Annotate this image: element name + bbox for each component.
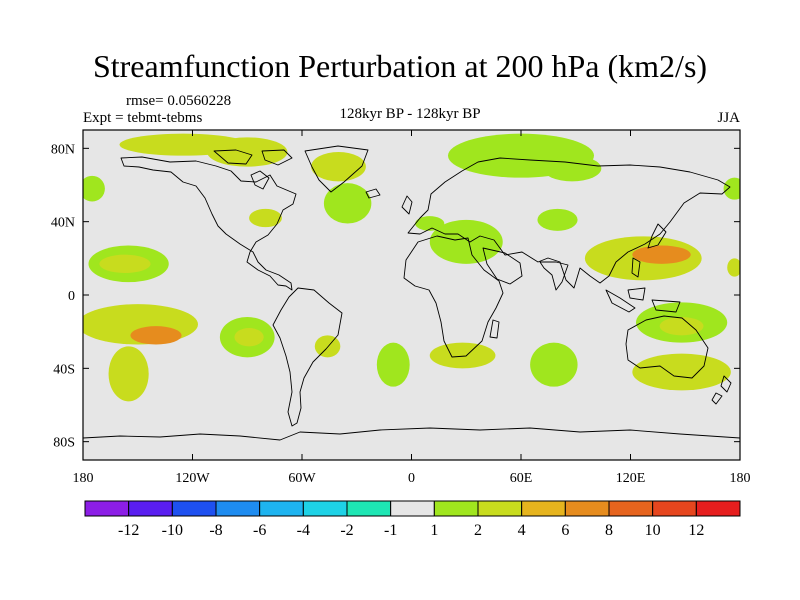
x-tick-label: 180 [73,471,94,486]
coast-japan [647,223,667,249]
anomaly-layer [83,133,740,402]
colorbar-swatch [477,500,523,517]
colorbar-swatch [171,500,217,517]
y-tick-label: 40N [51,216,75,231]
coast-arabia [482,247,523,285]
coast-hudson-bay [250,170,270,190]
x-tick-label: 60W [288,471,316,486]
colorbar-swatch [302,500,348,517]
coast-south-america [272,287,343,427]
colorbar-swatch [521,500,566,517]
coast-africa [403,235,504,358]
coast-eurasia [407,157,731,289]
anomaly-region-10 [415,216,445,231]
colorbar-swatch [346,500,392,517]
anomaly-region-20 [108,346,149,402]
anomaly-region-22 [234,328,264,347]
anomaly-region-12 [537,208,578,231]
colorbar-label: 6 [561,522,569,539]
x-tick-label: 60E [510,471,533,486]
colorbar-label: 10 [645,522,661,539]
colorbar-label: -2 [340,522,353,539]
coast-new-zealand [711,375,732,405]
colorbar-swatch [564,500,610,517]
colorbar-swatch [695,500,741,517]
anomaly-region-6 [83,175,105,202]
colorbar-swatch [215,500,261,517]
anomaly-region-14 [632,245,691,264]
colorbar-swatch [433,500,479,517]
colorbar-label: 12 [688,522,704,539]
y-tick-label: 80S [53,436,75,451]
anomaly-region-7 [723,177,740,200]
map-axes: 180 120W 60W 0 60E 120E 180 80N 40N 0 40S 80S [51,130,751,486]
coast-greenland [304,145,369,193]
anomaly-region-24 [376,342,410,387]
anomaly-region-26 [530,342,578,387]
anomaly-region-5 [542,155,602,182]
coast-antarctica [83,427,740,441]
coast-arctic-islands [213,149,293,166]
anomaly-region-29 [632,353,731,391]
colorbar-swatch [390,500,435,517]
anomaly-region-9 [323,183,372,224]
coast-britain [401,195,413,215]
colorbar-swatch [84,500,130,517]
coast-madagascar [489,319,500,339]
experiment-label: Expt = tebmt-tebms [83,110,203,126]
x-tick-label: 120E [616,471,646,486]
colorbar-swatch [128,500,173,517]
colorbar-label: 8 [605,522,613,539]
anomaly-region-15 [727,258,740,277]
coastlines [83,145,740,441]
anomaly-region-28 [659,317,704,336]
colorbar-label: 4 [518,522,526,539]
colorbar-label: -12 [118,522,139,539]
coast-philippines [631,257,641,278]
season-label: JJA [717,110,740,126]
colorbar-swatch [608,500,654,517]
coast-indonesia [605,287,681,313]
anomaly-region-23 [314,335,341,358]
y-tick-label: 80N [51,142,75,157]
anomaly-region-19 [130,326,182,345]
comparison-label: 128kyr BP - 128kyr BP [339,106,481,122]
coast-north-america [120,156,297,291]
colorbar-label: -4 [297,522,310,539]
coast-australia [625,315,709,379]
colorbar-label: 1 [430,522,438,539]
coast-iceland [365,188,381,199]
anomaly-region-25 [429,342,496,369]
colorbar-swatch [652,500,697,517]
x-tick-label: 0 [408,471,415,486]
colorbar-label: -6 [253,522,266,539]
y-tick-label: 0 [68,289,75,304]
y-tick-label: 40S [53,362,75,377]
coast-india [539,261,569,291]
x-tick-label: 180 [730,471,751,486]
x-tick-label: 120W [175,471,210,486]
anomaly-region-8 [249,208,282,228]
colorbar-swatch [259,500,304,517]
anomaly-region-2 [207,137,288,167]
anomaly-region-3 [311,152,366,182]
anomaly-region-17 [99,254,151,273]
colorbar-label: 2 [474,522,482,539]
colorbar-label: -8 [209,522,222,539]
plot-title: Streamfunction Perturbation at 200 hPa (… [92,48,708,84]
colorbar-label: -10 [162,522,183,539]
rmse-label: rmse= 0.0560228 [126,93,232,109]
colorbar-label: -1 [384,522,397,539]
